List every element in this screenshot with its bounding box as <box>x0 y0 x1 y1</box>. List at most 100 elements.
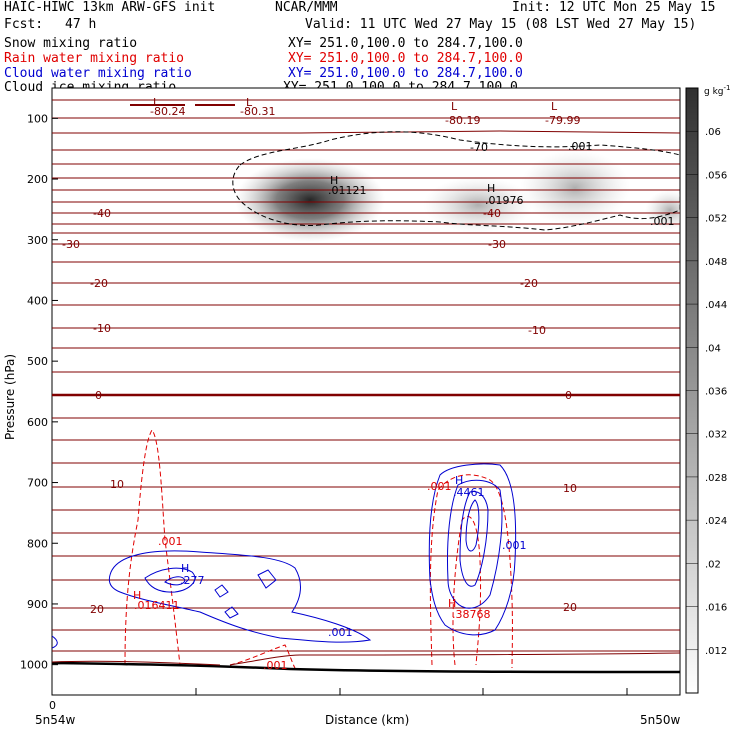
colorbar-tick-label: .036 <box>705 387 727 398</box>
temp-label: 0 <box>95 389 102 402</box>
rain-contour <box>124 429 181 666</box>
cloud-water-contour <box>214 584 229 598</box>
high-marker: H <box>487 182 495 195</box>
contour-value: .001 <box>328 626 353 639</box>
temp-label: -80.19 <box>445 114 480 127</box>
y-tick-label: 900 <box>27 598 48 611</box>
colorbar-tick-label: .048 <box>705 257 727 268</box>
cloud-ice-contour <box>232 131 680 231</box>
x-right-location: 5n50w <box>640 713 681 727</box>
temp-label: -30 <box>62 238 80 251</box>
colorbar-unit-sup: -1 <box>724 84 731 92</box>
y-tick-label: 300 <box>27 234 48 247</box>
colorbar-tick-label: .012 <box>705 646 727 657</box>
snow-shade-right <box>520 150 630 226</box>
temp-label: -10 <box>93 322 111 335</box>
colorbar-tick-label: .052 <box>705 214 727 225</box>
surface-temp-contour <box>52 652 680 666</box>
cloud-water-contour <box>257 569 277 589</box>
x-left-location: 5n54w <box>35 713 76 727</box>
terrain-line <box>52 661 680 674</box>
field-cloudwater-xy: XY= 251.0,100.0 to 284.7,100.0 <box>288 66 523 81</box>
field-snow-name: Snow mixing ratio <box>4 36 138 51</box>
high-marker: H <box>133 589 141 602</box>
y-tick-label: 400 <box>27 294 48 307</box>
y-tick-label: 1000 <box>20 659 48 672</box>
cloud-water-contour <box>144 567 196 593</box>
field-rain-name: Rain water mixing ratio <box>4 51 185 66</box>
temp-label: -79.99 <box>545 114 580 127</box>
temp-label: -20 <box>520 277 538 290</box>
field-cloudwater-name: Cloud water mixing ratio <box>4 66 192 81</box>
cloud-water-contour <box>108 550 372 643</box>
y-tick-label: 600 <box>27 416 48 429</box>
cloud-water-contour <box>447 479 503 609</box>
temperature-contours <box>52 99 680 652</box>
contour-value: .001 <box>427 480 452 493</box>
colorbar-ticks: .012 .016 .02 .024 .028 .032 .036 .04 .044 .048 .0… <box>686 127 727 657</box>
init-time: Init: 12 UTC Mon 25 May 15 <box>512 0 716 15</box>
colorbar-tick-label: .028 <box>705 473 727 484</box>
temp-label: -80.24 <box>150 105 185 118</box>
max-value: .01121 <box>328 184 367 197</box>
high-marker: H <box>448 597 456 610</box>
temp-label: -80.31 <box>240 105 275 118</box>
colorbar-unit: g kg-1 <box>704 84 730 97</box>
x-tick-label: 0 <box>49 699 56 712</box>
model-title: HAIC-HIWC 13km ARW-GFS init <box>4 0 216 15</box>
high-marker: H <box>455 474 463 487</box>
cloud-water-contour <box>459 491 489 587</box>
temp-label: 20 <box>90 603 104 616</box>
rain-contour <box>429 474 513 669</box>
snow-shade-mid <box>423 177 533 233</box>
colorbar-tick-label: .056 <box>705 170 727 181</box>
temp-label: -10 <box>528 324 546 337</box>
fcst-value: 47 h <box>65 17 97 32</box>
colorbar-tick-label: .044 <box>705 300 727 311</box>
org-label: NCAR/MMM <box>275 0 338 15</box>
y-tick-label: 500 <box>27 355 48 368</box>
low-marker: L <box>246 96 253 109</box>
x-axis-label: Distance (km) <box>325 713 409 727</box>
y-tick-label: 800 <box>27 537 48 550</box>
temp-label: -20 <box>90 277 108 290</box>
max-value: .016411 <box>134 599 180 612</box>
temp-label: -40 <box>93 207 111 220</box>
contour-value: .001 <box>263 659 288 672</box>
cloud-water-contour <box>164 576 186 586</box>
low-marker: L <box>153 96 160 109</box>
cloud-water-contour <box>224 606 239 619</box>
cloud-water-contour <box>52 635 58 649</box>
colorbar-tick-label: .016 <box>705 603 727 614</box>
colorbar-tick-label: .024 <box>705 516 727 527</box>
temp-label: 0 <box>565 389 572 402</box>
temp-label: -40 <box>483 207 501 220</box>
contour-value: .001 <box>158 535 183 548</box>
field-snow-xy: XY= 251.0,100.0 to 284.7,100.0 <box>288 36 523 51</box>
colorbar-tick-label: .032 <box>705 430 727 441</box>
low-marker: L <box>451 100 458 113</box>
low-marker: L <box>551 100 558 113</box>
colorbar-unit-text: g kg <box>704 87 724 97</box>
high-marker: H <box>330 174 338 187</box>
valid-time: Valid: 11 UTC Wed 27 May 15 (08 LST Wed … <box>305 17 697 32</box>
temp-label: 10 <box>563 482 577 495</box>
y-tick-label: 100 <box>27 112 48 125</box>
cloud-water-contour <box>465 499 480 552</box>
y-axis-label: Pressure (hPa) <box>3 354 17 440</box>
colorbar-tick-label: .02 <box>705 559 721 570</box>
temp-label: -30 <box>488 238 506 251</box>
y-tick-label: 700 <box>27 477 48 490</box>
y-axis: 100 200 300 400 500 600 700 800 900 1000 <box>20 112 58 672</box>
fcst-label: Fcst: <box>4 17 44 32</box>
max-value: .01976 <box>485 194 524 207</box>
max-value: .38768 <box>452 608 491 621</box>
contour-value: .001 <box>650 215 675 228</box>
rain-contour <box>452 515 482 666</box>
temp-label: -70 <box>470 141 488 154</box>
max-value: .277 <box>180 574 205 587</box>
contour-value: .001 <box>502 539 527 552</box>
snow-shade-edge <box>645 190 680 230</box>
snow-shade-core <box>235 158 385 242</box>
